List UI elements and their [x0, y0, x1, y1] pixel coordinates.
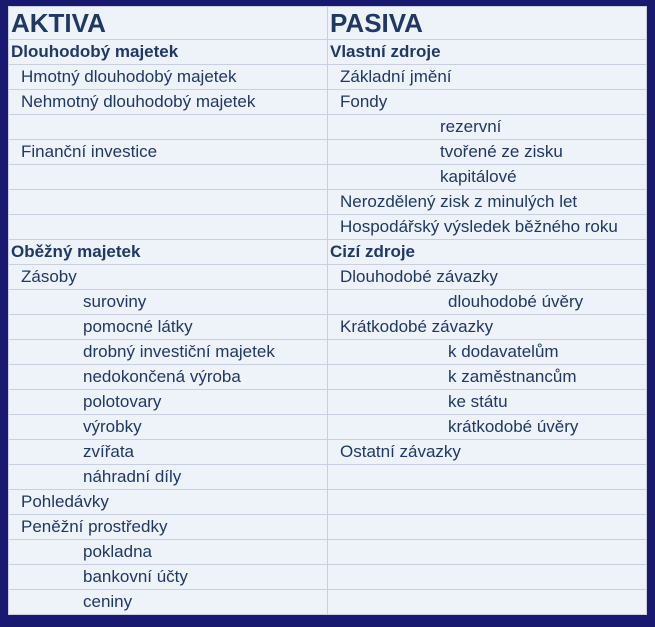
row-right: tvořené ze zisku [328, 140, 647, 165]
row-left: ceniny [9, 590, 328, 615]
heading-pasiva: PASIVA [328, 7, 647, 40]
row-left: pomocné látky [9, 315, 328, 340]
row-right: kapitálové [328, 165, 647, 190]
row-left: suroviny [9, 290, 328, 315]
row-left: Finanční investice [9, 140, 328, 165]
row-left [9, 165, 328, 190]
row-right [328, 540, 647, 565]
row-right: Nerozdělený zisk z minulých let [328, 190, 647, 215]
row-right: k dodavatelům [328, 340, 647, 365]
balance-sheet-table: AKTIVA PASIVA Dlouhodobý majetek Vlastní… [8, 6, 647, 615]
row-left: Pohledávky [9, 490, 328, 515]
row-right [328, 465, 647, 490]
row-left: náhradní díly [9, 465, 328, 490]
row-left: Zásoby [9, 265, 328, 290]
row-left: drobný investiční majetek [9, 340, 328, 365]
row-right: rezervní [328, 115, 647, 140]
row-left: Hmotný dlouhodobý majetek [9, 65, 328, 90]
row-right: ke státu [328, 390, 647, 415]
row-right: k zaměstnancům [328, 365, 647, 390]
row-right: Ostatní závazky [328, 440, 647, 465]
row-right [328, 565, 647, 590]
row-right: Dlouhodobé závazky [328, 265, 647, 290]
section-cizi: Cizí zdroje [328, 240, 647, 265]
row-right: Hospodářský výsledek běžného roku [328, 215, 647, 240]
heading-aktiva: AKTIVA [9, 7, 328, 40]
row-right [328, 590, 647, 615]
row-left [9, 190, 328, 215]
row-right [328, 515, 647, 540]
row-right [328, 490, 647, 515]
row-left: výrobky [9, 415, 328, 440]
row-right: Krátkodobé závazky [328, 315, 647, 340]
row-right: krátkodobé úvěry [328, 415, 647, 440]
row-left: pokladna [9, 540, 328, 565]
row-right: Fondy [328, 90, 647, 115]
section-obezny: Oběžný majetek [9, 240, 328, 265]
row-left [9, 115, 328, 140]
section-vlastni: Vlastní zdroje [328, 40, 647, 65]
row-right: Základní jmění [328, 65, 647, 90]
balance-sheet-frame: AKTIVA PASIVA Dlouhodobý majetek Vlastní… [0, 0, 655, 627]
section-dlouhodoby: Dlouhodobý majetek [9, 40, 328, 65]
row-right: dlouhodobé úvěry [328, 290, 647, 315]
row-left: bankovní účty [9, 565, 328, 590]
row-left: Peněžní prostředky [9, 515, 328, 540]
row-left [9, 215, 328, 240]
row-left: Nehmotný dlouhodobý majetek [9, 90, 328, 115]
row-left: polotovary [9, 390, 328, 415]
row-left: zvířata [9, 440, 328, 465]
row-left: nedokončená výroba [9, 365, 328, 390]
